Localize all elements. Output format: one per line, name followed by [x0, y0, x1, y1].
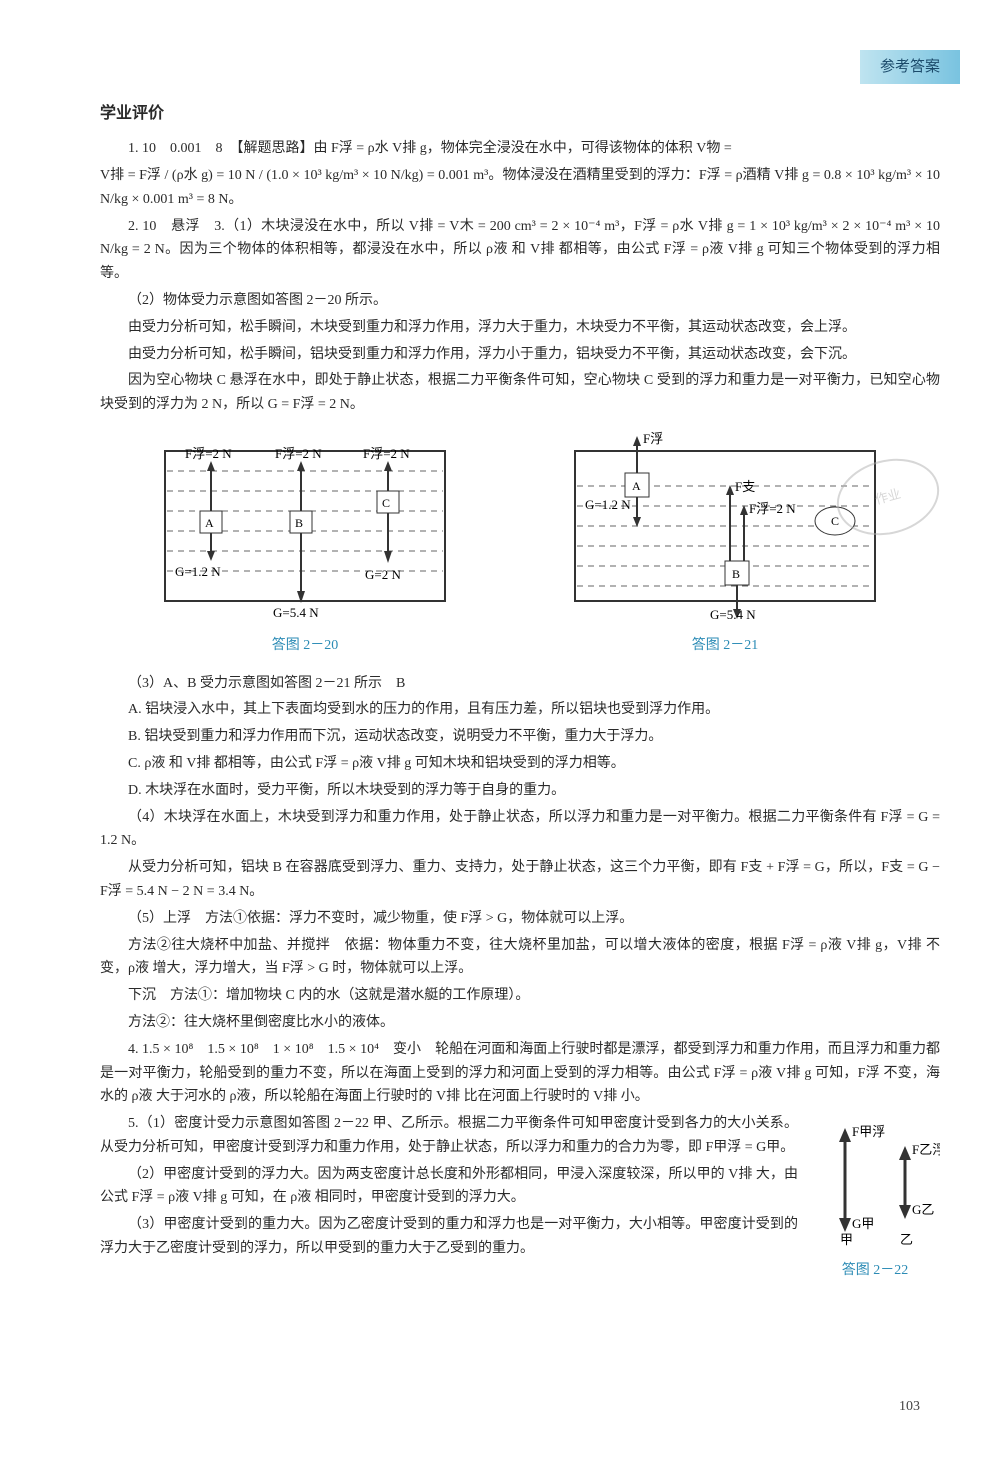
- svg-text:C: C: [382, 496, 390, 510]
- svg-text:A: A: [205, 516, 214, 530]
- para-17: 方法②：往大烧杯里倒密度比水小的液体。: [100, 1011, 940, 1035]
- diagram-2-20-caption: 答图 2－20: [145, 634, 465, 658]
- svg-text:G=5.4 N: G=5.4 N: [273, 605, 319, 620]
- svg-text:B: B: [295, 516, 303, 530]
- para-8: A. 铝块浸入水中，其上下表面均受到水的压力的作用，且有压力差，所以铝块也受到浮…: [100, 698, 940, 722]
- para-13: 从受力分析可知，铝块 B 在容器底受到浮力、重力、支持力，处于静止状态，这三个力…: [100, 856, 940, 904]
- svg-text:F浮=2 N: F浮=2 N: [185, 446, 232, 461]
- svg-text:G乙: G乙: [912, 1202, 934, 1217]
- header-tab: 参考答案: [860, 50, 960, 84]
- content-body: 1. 10 0.001 8 【解题思路】由 F浮 = ρ水 V排 g，物体完全浸…: [100, 137, 940, 1261]
- svg-text:F浮: F浮: [643, 431, 663, 446]
- svg-text:A: A: [632, 479, 641, 493]
- svg-text:G=1.2 N: G=1.2 N: [175, 564, 221, 579]
- page-number: 103: [899, 1395, 920, 1419]
- para-11: D. 木块浮在水面时，受力平衡，所以木块受到的浮力等于自身的重力。: [100, 779, 940, 803]
- svg-text:G甲: G甲: [852, 1216, 874, 1231]
- svg-text:F浮=2 N: F浮=2 N: [749, 501, 796, 516]
- diagram-row: A F浮=2 N G=1.2 N B F浮=2 N G=5.4 N: [100, 431, 940, 658]
- diagram-2-21: A F浮 G=1.2 N B F支: [555, 431, 895, 658]
- diagram-2-22: F甲浮 G甲 甲 F乙浮 G乙 乙 答图 2－22: [810, 1116, 940, 1283]
- svg-text:乙: 乙: [900, 1232, 913, 1246]
- svg-text:G=1.2 N: G=1.2 N: [585, 497, 631, 512]
- svg-text:C: C: [831, 514, 839, 528]
- diagram-2-22-caption: 答图 2－22: [810, 1259, 940, 1283]
- para-9: B. 铝块受到重力和浮力作用而下沉，运动状态改变，说明受力不平衡，重力大于浮力。: [100, 725, 940, 749]
- svg-text:G=2 N: G=2 N: [365, 567, 401, 582]
- svg-text:F浮=2 N: F浮=2 N: [363, 446, 410, 461]
- svg-text:F浮=2 N: F浮=2 N: [275, 446, 322, 461]
- svg-text:F支: F支: [735, 479, 755, 494]
- para-3: （2）物体受力示意图如答图 2－20 所示。: [100, 289, 940, 313]
- svg-text:甲: 甲: [840, 1232, 853, 1246]
- svg-text:F乙浮: F乙浮: [912, 1142, 940, 1157]
- para-5: 由受力分析可知，松手瞬间，铝块受到重力和浮力作用，浮力小于重力，铝块受力不平衡，…: [100, 343, 940, 367]
- para-7: （3）A、B 受力示意图如答图 2－21 所示 B: [100, 672, 940, 696]
- para-14: （5）上浮 方法①依据：浮力不变时，减少物重，使 F浮 > G，物体就可以上浮。: [100, 907, 940, 931]
- para-15: 方法②往大烧杯中加盐、并搅拌 依据：物体重力不变，往大烧杯里加盐，可以增大液体的…: [100, 934, 940, 982]
- svg-text:F甲浮: F甲浮: [852, 1124, 885, 1139]
- para-2: 2. 10 悬浮 3.（1）木块浸没在水中，所以 V排 = V木 = 200 c…: [100, 215, 940, 286]
- para-1a: 1. 10 0.001 8 【解题思路】由 F浮 = ρ水 V排 g，物体完全浸…: [100, 137, 940, 161]
- section-title: 学业评价: [100, 100, 940, 127]
- svg-text:G=5.4 N: G=5.4 N: [710, 607, 756, 621]
- para-16: 下沉 方法①：增加物块 C 内的水（这就是潜水艇的工作原理）。: [100, 984, 940, 1008]
- para-18: 4. 1.5 × 10⁸ 1.5 × 10⁸ 1 × 10⁸ 1.5 × 10⁴…: [100, 1038, 940, 1109]
- para-6: 因为空心物块 C 悬浮在水中，即处于静止状态，根据二力平衡条件可知，空心物块 C…: [100, 369, 940, 417]
- svg-text:B: B: [732, 567, 740, 581]
- para-10: C. ρ液 和 V排 都相等，由公式 F浮 = ρ液 V排 g 可知木块和铝块受…: [100, 752, 940, 776]
- diagram-2-21-caption: 答图 2－21: [555, 634, 895, 658]
- para-12: （4）木块浮在水面上，木块受到浮力和重力作用，处于静止状态，所以浮力和重力是一对…: [100, 806, 940, 854]
- para-4: 由受力分析可知，松手瞬间，木块受到重力和浮力作用，浮力大于重力，木块受力不平衡，…: [100, 316, 940, 340]
- para-1b: V排 = F浮 / (ρ水 g) = 10 N / (1.0 × 10³ kg/…: [100, 164, 940, 212]
- diagram-2-20: A F浮=2 N G=1.2 N B F浮=2 N G=5.4 N: [145, 431, 465, 658]
